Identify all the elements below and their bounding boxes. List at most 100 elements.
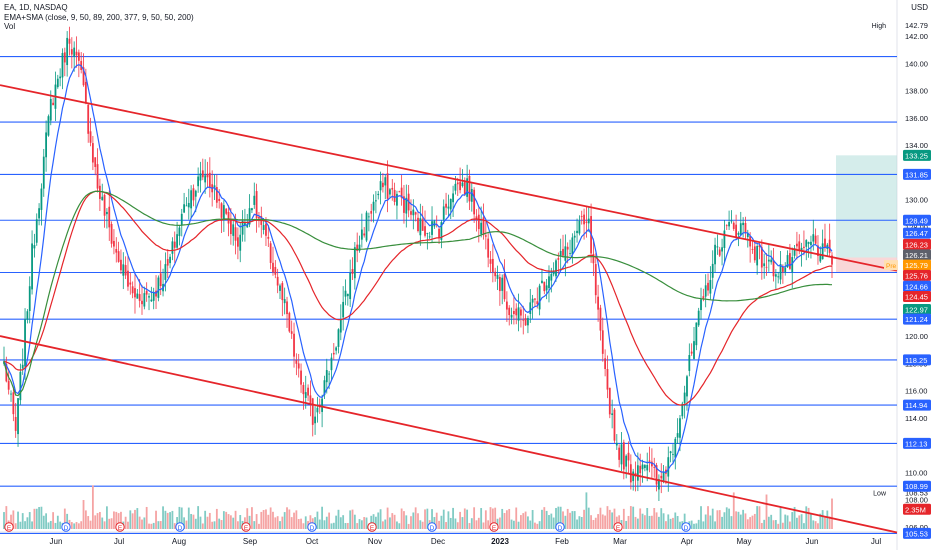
- candle-body: [7, 381, 10, 390]
- price-badge-text: 125.79: [905, 261, 928, 270]
- candle-body: [529, 302, 532, 314]
- candle-body: [512, 310, 515, 315]
- candle-body: [763, 263, 766, 267]
- candle-body: [24, 319, 26, 367]
- volume-bar: [124, 516, 127, 529]
- candle-body: [779, 264, 782, 280]
- volume-bar: [627, 515, 630, 529]
- candle-body: [370, 211, 373, 214]
- candle-body: [821, 243, 824, 260]
- volume-bar: [332, 522, 335, 529]
- candle-body: [501, 277, 504, 291]
- candle-body: [735, 224, 738, 237]
- upper-trendline: [0, 84, 898, 272]
- volume-bar: [468, 523, 471, 529]
- volume-bar: [629, 506, 632, 529]
- candle-body: [94, 157, 97, 167]
- candle-body: [337, 329, 340, 347]
- price-badge-text: 126.23: [905, 240, 928, 249]
- candle-body: [730, 220, 733, 222]
- candle-body: [494, 271, 497, 277]
- candle-body: [323, 380, 326, 396]
- candle-body: [480, 222, 483, 235]
- price-tick-label: 138.00: [905, 87, 928, 96]
- candle-body: [255, 191, 258, 219]
- candle-body: [587, 218, 590, 224]
- candle-body: [382, 182, 384, 188]
- candle-body: [332, 352, 335, 355]
- candle-body: [636, 465, 639, 481]
- volume-bar: [742, 509, 745, 529]
- candle-body: [342, 301, 345, 318]
- candle-body: [468, 175, 471, 202]
- volume-bar: [693, 523, 695, 529]
- volume-bar: [384, 519, 387, 529]
- candle-body: [527, 318, 529, 326]
- volume-bar: [400, 508, 403, 529]
- volume-bar: [323, 520, 326, 529]
- event-marker-letter: E: [370, 525, 375, 532]
- volume-bar: [735, 511, 738, 529]
- candle-body: [445, 203, 447, 208]
- candle-body: [141, 300, 143, 305]
- volume-bar: [372, 514, 375, 529]
- volume-bar: [297, 519, 300, 529]
- candle-body: [564, 246, 567, 261]
- candle-body: [578, 220, 581, 234]
- volume-bar: [725, 507, 728, 529]
- volume-bar: [82, 500, 85, 529]
- candle-body: [98, 185, 101, 199]
- volume-bar: [75, 522, 78, 529]
- price-badge: [903, 399, 931, 411]
- candle-body: [690, 351, 693, 354]
- volume-bar: [770, 514, 773, 529]
- candle-body: [96, 164, 99, 189]
- volume-bar: [702, 521, 705, 529]
- candle-body: [82, 67, 85, 86]
- price-tick-label: 120.00: [905, 332, 928, 341]
- volume-bar: [396, 521, 398, 529]
- volume-bar: [613, 508, 616, 529]
- candle-body: [279, 285, 281, 291]
- high-label: High: [872, 23, 887, 30]
- volume-bar: [246, 508, 249, 529]
- candle-body: [440, 222, 443, 240]
- volume-bar: [42, 515, 45, 529]
- volume-bar: [718, 510, 721, 529]
- price-badge-text: 112.13: [905, 439, 927, 448]
- candle-body: [700, 299, 702, 311]
- volume-bar: [17, 511, 19, 529]
- candle-body: [788, 253, 791, 269]
- volume-bar: [206, 516, 209, 529]
- candle-body: [774, 274, 777, 277]
- volume-bar: [697, 519, 700, 529]
- candle-body: [721, 247, 723, 252]
- candle-body: [405, 197, 408, 214]
- volume-bar: [569, 512, 571, 529]
- candle-body: [613, 409, 616, 441]
- candle-body: [679, 418, 681, 438]
- volume-bar: [403, 511, 405, 529]
- volume-legend[interactable]: Vol: [4, 22, 16, 31]
- volume-bar: [798, 515, 801, 529]
- candle-body: [253, 195, 256, 205]
- indicator-legend[interactable]: EMA+SMA (close, 9, 50, 89, 200, 377, 9, …: [4, 13, 194, 22]
- candle-body: [576, 230, 578, 234]
- candle-body: [127, 270, 129, 287]
- candle-body: [765, 266, 768, 268]
- candle-body: [639, 465, 642, 474]
- volume-bar: [115, 511, 118, 529]
- price-badge: [903, 280, 931, 292]
- candle-body: [138, 294, 141, 301]
- event-marker-icon: [489, 522, 499, 532]
- volume-bar: [515, 507, 518, 529]
- volume-bar: [435, 512, 438, 529]
- candle-body: [227, 211, 230, 224]
- volume-bar: [110, 518, 113, 529]
- symbol-legend[interactable]: EA, 1D, NASDAQ: [4, 3, 68, 12]
- volume-bar: [576, 519, 578, 529]
- volume-bar: [819, 513, 822, 529]
- candle-body: [117, 251, 120, 262]
